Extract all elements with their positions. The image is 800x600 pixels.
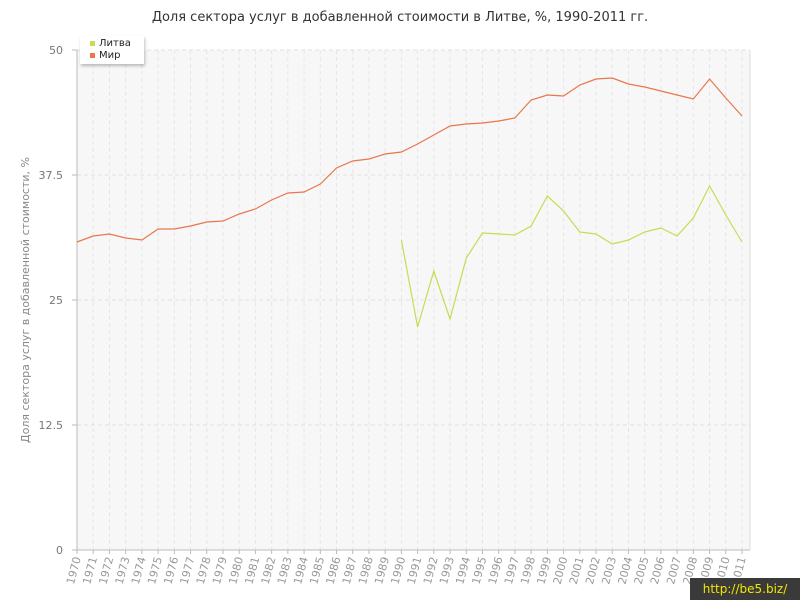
y-tick-label: 25 (49, 294, 63, 307)
series-line-lithuania[interactable] (400, 184, 743, 328)
y-tick-label: 50 (49, 44, 63, 57)
x-tick-labels: 1970197119721973197419751976197719781979… (64, 550, 749, 586)
vertical-gridlines (76, 50, 743, 550)
legend-item-world[interactable]: Мир (90, 50, 120, 61)
y-tick-label: 37.5 (39, 169, 64, 182)
horizontal-gridlines (77, 49, 750, 426)
y-tick-labels: 0 12.5 25 37.5 50 (39, 44, 77, 557)
legend-swatch-lithuania (90, 41, 95, 46)
y-tick-label: 12.5 (39, 419, 64, 432)
chart-title: Доля сектора услуг в добавленной стоимос… (151, 10, 649, 25)
series-line-world[interactable] (76, 77, 743, 243)
legend-item-lithuania[interactable]: Литва (90, 38, 131, 49)
y-axis-label: Доля сектора услуг в добавленной стоимос… (19, 157, 32, 443)
legend: Литва Мир (80, 36, 144, 64)
legend-label-world: Мир (99, 50, 121, 61)
legend-label-lithuania: Литва (99, 38, 131, 49)
y-tick-label: 0 (56, 544, 63, 557)
watermark-link[interactable]: http://be5.biz/ (690, 578, 800, 600)
legend-swatch-world (90, 53, 95, 58)
series-lines (76, 77, 743, 328)
